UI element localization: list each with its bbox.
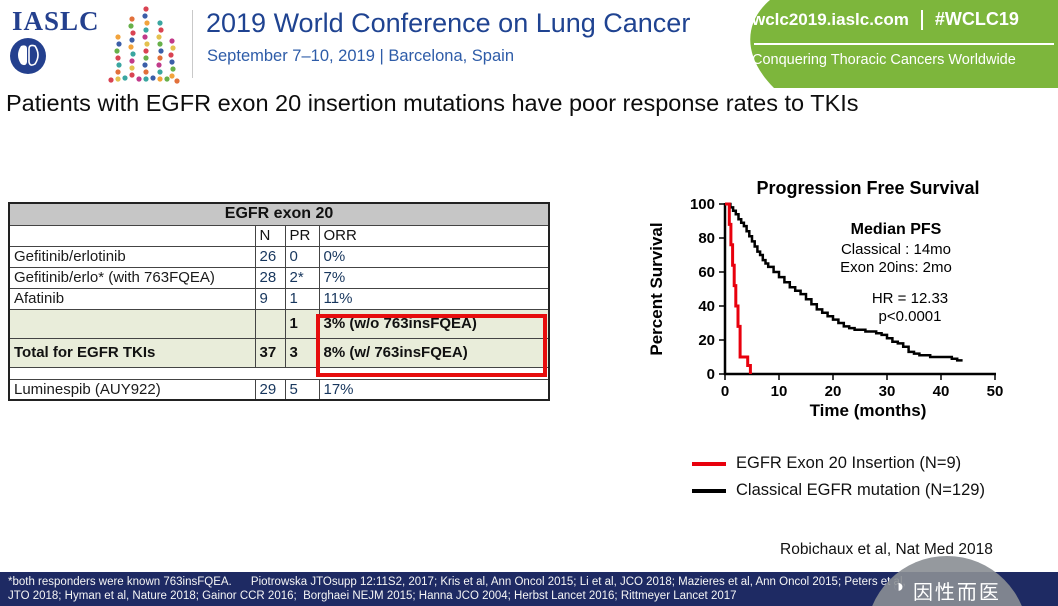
chart-legend: EGFR Exon 20 Insertion (N=9) Classical E… [692,450,985,504]
y-axis-label: Percent Survival [647,222,666,355]
col-header-name [8,224,256,247]
annotation-classical-median: Classical : 14mo [841,241,951,258]
chart-citation: Robichaux et al, Nat Med 2018 [780,541,993,558]
x-tick-label: 10 [771,383,788,400]
chart-axes [723,203,996,376]
iaslc-logo-text: IASLC [12,6,100,36]
table-title-row: EGFR exon 20 [8,202,550,226]
table-total-row: 1 3% (w/o 763insFQEA) [8,308,550,339]
cell-pr: 5 [284,378,320,401]
x-tick-label: 50 [987,383,1004,400]
y-tick-label: 100 [690,196,715,213]
legend-label: Classical EGFR mutation (N=129) [736,481,985,499]
table-row: Luminespib (AUY922) 29 5 17% [8,378,550,401]
cell-n: 28 [254,266,286,289]
km-plot: Progression Free Survival 0 10 20 30 40 50 0 2… [647,178,1004,420]
watermark-badge: ◑ 因性而医 [866,556,1028,606]
cell-orr: 0% [318,245,550,268]
col-header-n: N [254,224,286,247]
table-title: EGFR exon 20 [8,202,550,226]
annotation-p-value: p<0.0001 [879,308,942,325]
annotation-hazard-ratio: HR = 12.33 [872,290,948,307]
cell-drug: Total for EGFR TKIs [8,337,256,368]
cell-pr: 3 [284,337,320,368]
cell-pr: 1 [284,287,320,310]
cell-n [254,308,286,339]
table-row: Gefitinib/erlotinib 26 0 0% [8,245,550,268]
header-divider [192,10,193,78]
cell-orr-highlighted: 3% (w/o 763insFQEA) [318,308,550,339]
legend-line-red-icon [692,461,726,466]
cell-drug: Gefitinib/erlotinib [8,245,256,268]
x-axis-ticks: 0 10 20 30 40 50 [721,374,1004,400]
cell-pr: 2* [284,266,320,289]
table-row: Gefitinib/erlo* (with 763FQEA) 28 2* 7% [8,266,550,289]
cell-drug: Afatinib [8,287,256,310]
footer-line-1: *both responders were known 763insFQEA. … [8,576,906,588]
header-links: wclc2019.iaslc.com #WCLC19 [752,9,1052,30]
cell-pr: 1 [284,308,320,339]
y-axis-ticks: 0 20 40 60 80 100 [690,196,725,383]
legend-label: EGFR Exon 20 Insertion (N=9) [736,454,962,472]
cell-n: 9 [254,287,286,310]
conference-dates: September 7–10, 2019 | Barcelona, Spain [207,47,514,65]
footer-line-2: JTO 2018; Hyman et al, Nature 2018; Gain… [8,590,737,603]
table-spacer-row [8,366,550,380]
results-table: EGFR exon 20 N PR ORR Gefitinib/erlotini… [8,202,551,401]
y-tick-label: 80 [698,230,715,247]
km-curve-classical [725,202,963,362]
header-horizontal-rule [754,43,1054,45]
cell-drug: Gefitinib/erlo* (with 763FQEA) [8,266,256,289]
cell-orr: 17% [318,378,550,401]
col-header-pr: PR [284,224,320,247]
conference-hashtag: #WCLC19 [934,9,1019,29]
conference-tagline: Conquering Thoracic Cancers Worldwide [752,52,1016,68]
x-tick-label: 40 [933,383,950,400]
watermark-text: 因性而医 [912,582,1001,604]
legend-item-exon20: EGFR Exon 20 Insertion (N=9) [692,450,985,477]
col-header-orr: ORR [318,224,550,247]
sagrada-familia-graphic [108,6,180,84]
header-vertical-separator-icon [920,9,923,30]
table-header-row: N PR ORR [8,224,550,247]
y-tick-label: 40 [698,298,715,315]
conference-website: wclc2019.iaslc.com [752,9,909,29]
iaslc-emblem-icon [10,38,46,74]
x-tick-label: 30 [879,383,896,400]
km-curve-exon20 [725,202,752,374]
y-tick-label: 0 [707,366,715,383]
slide-title: Patients with EGFR exon 20 insertion mut… [6,90,859,116]
legend-line-black-icon [692,488,726,493]
cell-n: 29 [254,378,286,401]
cell-drug [8,308,256,339]
egfr-exon20-table: EGFR exon 20 N PR ORR Gefitinib/erlotini… [8,202,551,401]
cell-orr: 11% [318,287,550,310]
pfs-chart: Progression Free Survival 0 10 20 30 40 50 0 2… [640,176,1030,431]
cell-pr: 0 [284,245,320,268]
watermark-logo-icon: ◑ [893,576,906,596]
conference-header: IASLC [0,0,1058,88]
annotation-exon20-median: Exon 20ins: 2mo [840,259,952,276]
chart-title: Progression Free Survival [756,178,979,198]
cell-n: 37 [254,337,286,368]
table-row: Afatinib 9 1 11% [8,287,550,310]
annotation-median-title: Median PFS [851,221,942,238]
conference-title: 2019 World Conference on Lung Cancer [206,8,691,38]
x-axis-label: Time (months) [810,401,927,420]
y-tick-label: 20 [698,332,715,349]
cell-orr: 7% [318,266,550,289]
cell-n: 26 [254,245,286,268]
cell-drug: Luminespib (AUY922) [8,378,256,401]
table-total-row: Total for EGFR TKIs 37 3 8% (w/ 763insFQ… [8,337,550,368]
x-tick-label: 0 [721,383,729,400]
legend-item-classical: Classical EGFR mutation (N=129) [692,477,985,504]
y-tick-label: 60 [698,264,715,281]
cell-orr-highlighted: 8% (w/ 763insFQEA) [318,337,550,368]
x-tick-label: 20 [825,383,842,400]
